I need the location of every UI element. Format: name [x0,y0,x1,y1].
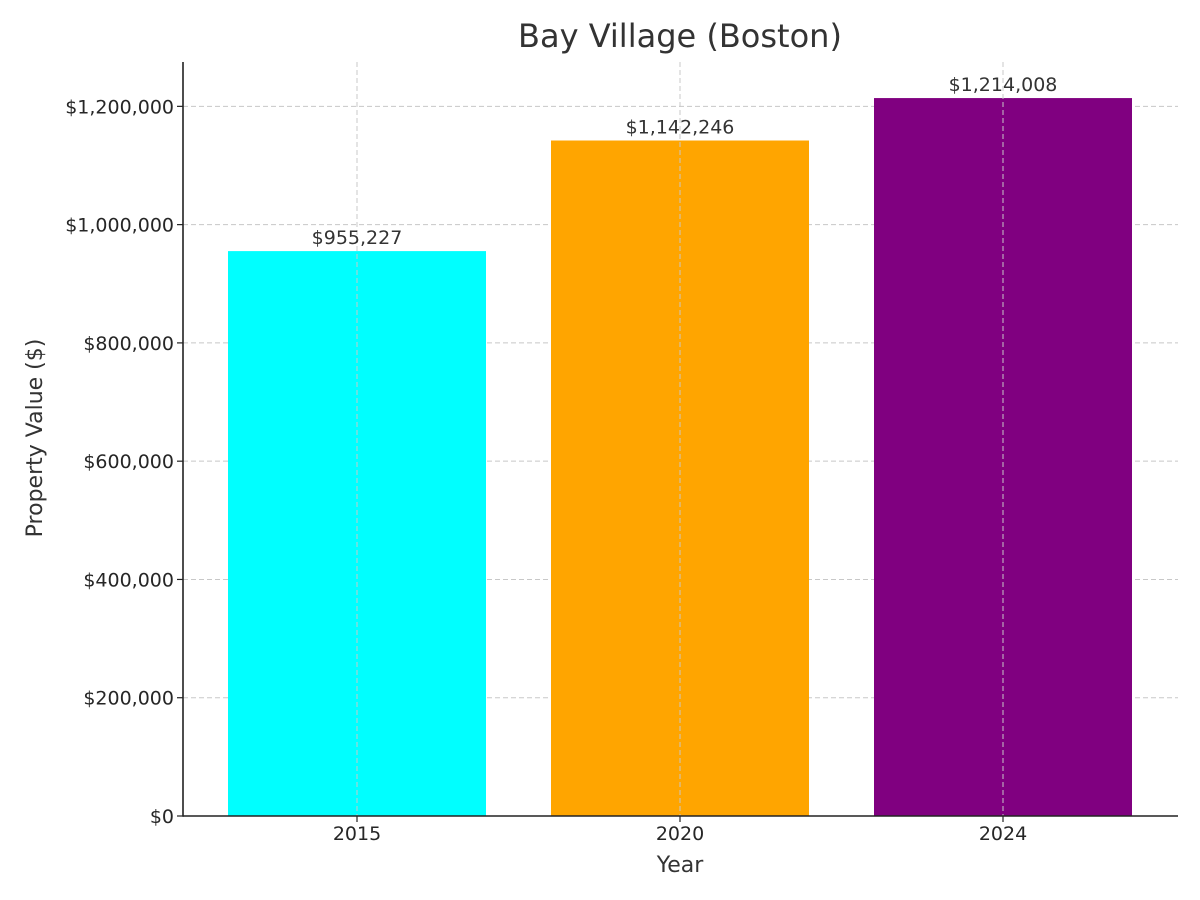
y-tick-label: $0 [150,806,174,828]
y-tick-label: $1,000,000 [65,215,174,237]
bar-value-label: $1,142,246 [626,117,735,139]
x-tick-label: 2024 [979,823,1027,845]
tick-labels: $0 $200,000 $400,000 $600,000 $800,000 $1,000… [65,96,1027,845]
bar-value-labels: $955,227 $1,142,246 $1,214,008 [312,74,1058,249]
x-axis-label: Year [656,853,705,878]
y-tick-label: $800,000 [83,333,174,355]
y-tick-label: $600,000 [83,451,174,473]
y-tick-label: $200,000 [83,688,174,710]
y-axis-label: Property Value ($) [23,339,48,538]
axes [177,62,1178,822]
y-tick-label: $400,000 [83,569,174,591]
bar-value-label: $955,227 [312,227,403,249]
chart-title: Bay Village (Boston) [518,17,842,55]
x-tick-label: 2020 [656,823,704,845]
bar-value-label: $1,214,008 [949,74,1058,96]
y-tick-label: $1,200,000 [65,96,174,118]
x-tick-label: 2015 [333,823,381,845]
